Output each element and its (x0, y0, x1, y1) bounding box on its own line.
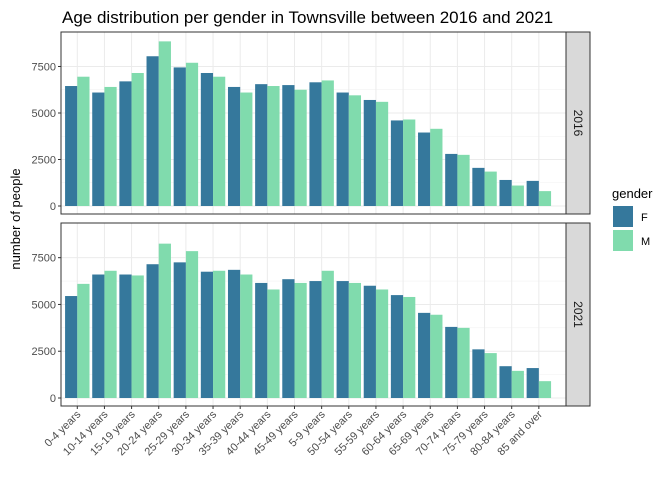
bar-2021-F-75-79-years (472, 349, 485, 398)
legend-key-F (613, 206, 633, 227)
bar-2021-M-40-44-years (267, 289, 280, 398)
bar-2021-M-15-19-years (131, 275, 144, 398)
bar-2016-F-15-19-years (119, 81, 132, 206)
y-tick-label: 5000 (32, 299, 56, 311)
bar-2016-M-75-79-years (484, 171, 497, 206)
bar-2016-F-10-14-years (92, 92, 105, 206)
legend-label-F: F (641, 212, 648, 224)
y-tick-label: 2500 (32, 346, 56, 358)
facet-panels: 0 2500 5000 7500 2016 0 2500 5000 7500 2021 (32, 31, 591, 407)
bar-2016-F-85-and-over (526, 180, 539, 206)
bar-2016-M-30-34-years (213, 76, 226, 206)
bar-2016-F-25-29-years (173, 67, 186, 207)
bar-2016-M-35-39-years (240, 92, 253, 206)
bar-2021-F-35-39-years (227, 269, 241, 398)
bar-2016-F-35-39-years (227, 86, 241, 206)
bar-2016-M-45-49-years (294, 89, 307, 206)
bar-2016-M-40-44-years (267, 86, 280, 206)
bar-2021-F-30-34-years (200, 271, 214, 398)
bar-2021-M-65-69-years (430, 314, 443, 398)
bar-2016-F-60-64-years (390, 120, 404, 206)
bar-2021-F-15-19-years (119, 274, 132, 398)
bar-2016-M-60-64-years (403, 119, 416, 206)
y-axis-title: number of people (8, 168, 23, 269)
bar-2021-M-60-64-years (403, 296, 416, 398)
bar-2021-M-0-4-years (77, 283, 90, 398)
bar-2021-F-55-59-years (363, 285, 376, 398)
y-tick-label: 2500 (32, 154, 56, 166)
y-tick-label: 5000 (32, 108, 56, 120)
facet-strip-label: 2021 (571, 301, 585, 328)
facet-strip-label: 2016 (571, 110, 585, 137)
bar-2021-M-45-49-years (294, 282, 307, 398)
bar-2016-M-50-54-years (348, 95, 362, 206)
bar-2016-F-80-84-years (499, 179, 512, 206)
bar-2021-F-50-54-years (336, 281, 349, 398)
bar-2016-M-80-84-years (511, 185, 524, 206)
bar-2021-M-75-79-years (484, 353, 497, 398)
bar-2016-M-25-29-years (185, 62, 199, 206)
bar-2016-M-55-59-years (375, 101, 389, 206)
bar-2016-F-5-9-years (309, 82, 322, 206)
y-tick-label: 7500 (32, 253, 56, 265)
bar-2016-M-10-14-years (104, 86, 117, 206)
y-tick-label: 0 (50, 393, 56, 405)
y-tick-label: 7500 (32, 61, 56, 73)
bar-2016-F-55-59-years (363, 99, 376, 206)
bar-2016-F-70-74-years (445, 153, 458, 206)
facet-strip (565, 31, 591, 215)
bar-2021-M-30-34-years (213, 270, 226, 398)
legend-key-M (613, 230, 633, 251)
bar-2021-F-60-64-years (390, 295, 404, 398)
bar-2016-F-65-69-years (418, 132, 431, 206)
bar-2021-F-5-9-years (309, 281, 322, 398)
bar-2021-F-20-24-years (146, 264, 159, 398)
bar-2021-M-50-54-years (348, 282, 362, 398)
bar-2021-F-10-14-years (92, 274, 105, 398)
y-tick-label: 0 (50, 201, 56, 213)
bar-2016-F-45-49-years (282, 85, 295, 206)
bar-2016-M-20-24-years (158, 41, 171, 206)
bar-2021-F-80-84-years (499, 366, 512, 398)
bar-2016-M-85-and-over (538, 191, 552, 206)
bar-2021-M-85-and-over (538, 381, 552, 398)
bar-2021-M-10-14-years (104, 270, 117, 398)
bar-2016-F-75-79-years (472, 167, 485, 206)
bar-2021-M-35-39-years (240, 274, 253, 398)
bar-2021-M-80-84-years (511, 370, 524, 398)
bar-2021-F-0-4-years (65, 296, 78, 398)
bar-2016-M-15-19-years (131, 72, 144, 206)
facet-panel-2021: 0 2500 5000 7500 2021 (32, 222, 591, 407)
bar-2021-F-85-and-over (526, 368, 539, 398)
bar-2021-F-25-29-years (173, 262, 186, 398)
bar-2016-M-65-69-years (430, 128, 443, 206)
bar-2021-M-55-59-years (375, 289, 389, 398)
bar-2016-F-20-24-years (146, 56, 159, 207)
bar-2016-M-0-4-years (77, 76, 90, 206)
facet-strip (565, 222, 591, 407)
bar-2016-M-70-74-years (457, 154, 470, 206)
bar-2016-F-0-4-years (65, 86, 78, 206)
bar-2021-M-25-29-years (185, 251, 199, 398)
legend: gender FM (612, 186, 653, 251)
bar-2021-F-70-74-years (445, 326, 458, 398)
bar-2021-F-40-44-years (255, 282, 268, 398)
bar-2016-F-50-54-years (336, 92, 349, 206)
legend-label-M: M (641, 236, 650, 248)
chart-title: Age distribution per gender in Townsvill… (62, 8, 553, 27)
bar-2016-M-5-9-years (321, 80, 334, 206)
bar-2021-M-20-24-years (158, 243, 171, 398)
bar-2016-F-40-44-years (255, 84, 268, 206)
facet-panel-2016: 0 2500 5000 7500 2016 (32, 31, 591, 215)
legend-title: gender (612, 186, 653, 201)
bar-2021-M-5-9-years (321, 270, 334, 398)
bar-2021-F-65-69-years (418, 312, 431, 398)
bar-2021-F-45-49-years (282, 279, 295, 398)
bar-2016-F-30-34-years (200, 72, 214, 206)
bar-2021-M-70-74-years (457, 327, 470, 398)
